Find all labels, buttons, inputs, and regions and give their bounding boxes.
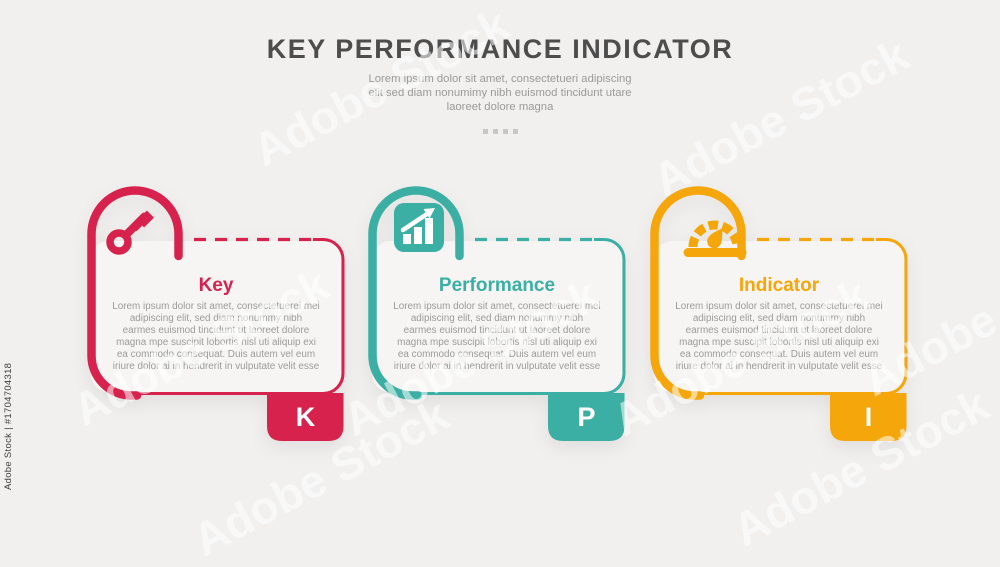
dot <box>492 129 498 134</box>
dot <box>502 129 508 134</box>
card-body-text: Lorem ipsum dolor sit amet, consectetuer… <box>675 301 883 372</box>
card-letter-badge: P <box>577 401 596 432</box>
page-subtitle: Lorem ipsum dolor sit amet, consectetuer… <box>368 73 632 113</box>
page-title: KEY PERFORMANCE INDICATOR <box>266 34 734 64</box>
header: KEY PERFORMANCE INDICATOR Lorem ipsum do… <box>0 0 1000 114</box>
watermark-side-text: Adobe Stock | #1704704318 <box>3 362 14 490</box>
card-key: Key Lorem ipsum dolor sit amet, consecte… <box>87 183 345 441</box>
chart-increase-icon <box>394 203 444 252</box>
card-frame <box>650 186 908 441</box>
letter-badge-shape <box>267 393 344 441</box>
card-body-text: Lorem ipsum dolor sit amet, consectetuer… <box>393 301 601 372</box>
card-letter-badge: K <box>295 401 316 432</box>
card-title: Indicator <box>738 275 820 296</box>
letter-badge-shape <box>548 393 625 441</box>
gauge-icon <box>683 220 747 257</box>
card-letter-badge: I <box>864 401 873 432</box>
card-body-text: Lorem ipsum dolor sit amet, consectetuer… <box>112 301 320 372</box>
dot <box>482 129 488 134</box>
card-frame <box>368 186 626 441</box>
card-performance: Performance Lorem ipsum dolor sit amet, … <box>368 183 626 441</box>
card-title: Performance <box>438 275 556 296</box>
dot <box>512 129 518 134</box>
slider-dots <box>0 121 1000 139</box>
card-frame <box>87 186 345 441</box>
card-title: Key <box>198 275 234 296</box>
key-icon <box>106 210 154 255</box>
card-indicator: Indicator Lorem ipsum dolor sit amet, co… <box>650 183 908 441</box>
letter-badge-shape <box>830 393 907 441</box>
